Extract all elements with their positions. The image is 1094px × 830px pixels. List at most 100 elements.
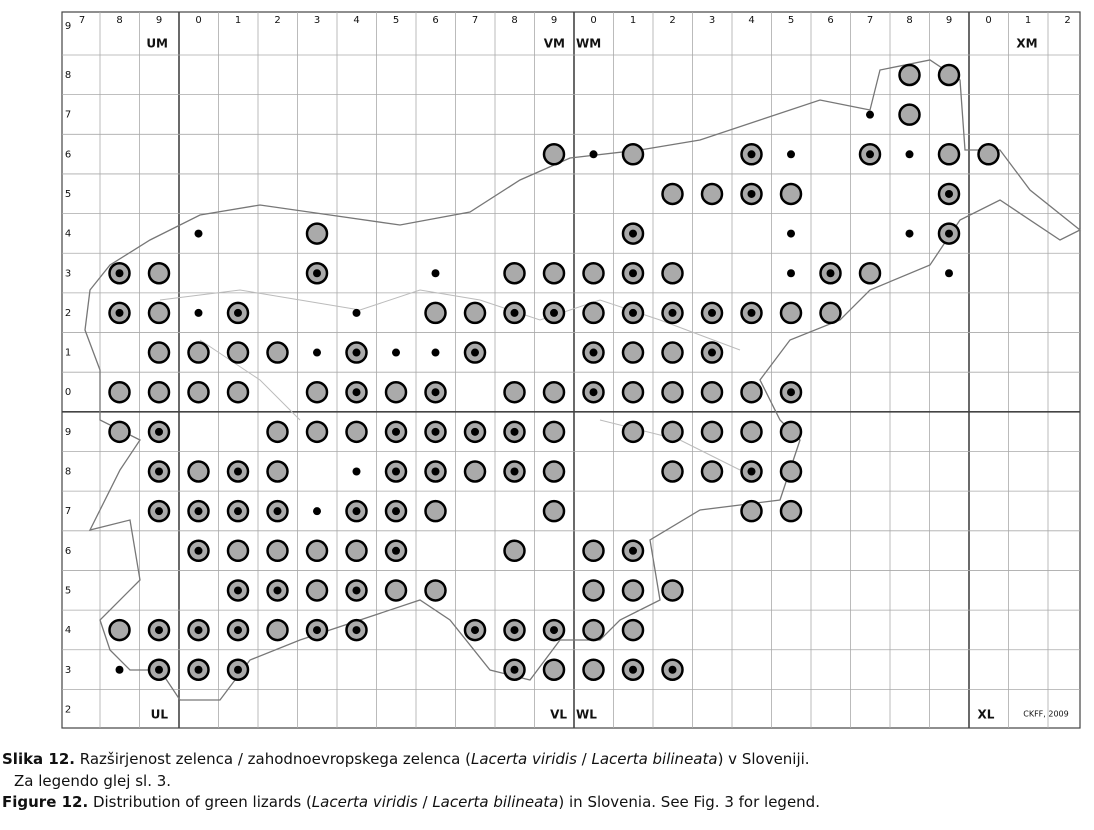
zone-label: WL [576, 708, 597, 722]
column-label: 8 [906, 15, 912, 26]
record-circle [305, 539, 329, 563]
record-dot [905, 229, 914, 238]
zone-label: XM [1016, 37, 1037, 51]
record-dot [313, 507, 321, 516]
record-circle [503, 380, 526, 404]
column-label: 0 [590, 15, 596, 26]
record-center-dot [155, 507, 163, 516]
grid [62, 12, 1080, 728]
record-dot [905, 150, 914, 159]
credit: CKFF, 2009 [1023, 710, 1068, 719]
record-center-dot [629, 269, 637, 278]
record-circle [463, 460, 487, 483]
column-label: 2 [1064, 15, 1070, 26]
record-center-dot [352, 507, 361, 516]
record-center-dot [194, 626, 203, 635]
row-label: 5 [65, 189, 71, 200]
record-circle [305, 420, 329, 444]
record-circle [542, 143, 566, 166]
record-center-dot [708, 308, 716, 317]
record-circle [266, 618, 289, 642]
record-dot [787, 150, 795, 159]
row-label: 7 [65, 506, 71, 517]
record-circle [542, 262, 566, 285]
record-center-dot [155, 427, 163, 436]
caption: Slika 12. Razširjenost zelenca / zahodno… [2, 750, 810, 768]
record-center-dot [747, 189, 756, 198]
row-label: 3 [65, 268, 71, 279]
zone-label: VL [550, 708, 567, 722]
column-label: 6 [827, 15, 833, 26]
record-center-dot [273, 507, 282, 516]
record-circle [700, 420, 724, 444]
row-label: 4 [65, 625, 71, 636]
row-label: 2 [65, 308, 71, 319]
record-center-dot [431, 427, 440, 436]
record-circle [503, 262, 526, 285]
record-center-dot [234, 507, 242, 516]
record-circle [937, 143, 961, 166]
column-label: 7 [867, 15, 873, 26]
record-dot [431, 269, 440, 278]
record-dot [352, 467, 361, 476]
record-circle [582, 539, 605, 563]
row-label: 6 [65, 546, 71, 557]
record-circle [384, 579, 408, 602]
record-center-dot [194, 665, 203, 674]
column-label: 7 [472, 15, 478, 26]
record-center-dot [392, 507, 400, 516]
column-label: 8 [511, 15, 517, 26]
record-circle [542, 380, 566, 404]
column-label: 1 [1025, 15, 1031, 26]
record-center-dot [431, 467, 440, 476]
record-center-dot [431, 388, 440, 397]
record-circle [582, 618, 605, 642]
caption-text: Lacerta viridis [470, 750, 577, 768]
record-dot [431, 348, 440, 357]
caption-text: Za legendo glej sl. 3. [14, 772, 172, 790]
record-dot [352, 308, 361, 317]
record-circle [621, 380, 645, 404]
record-circle [661, 579, 684, 602]
record-circle [384, 380, 408, 404]
record-dot [115, 665, 124, 674]
record-circle [345, 420, 368, 444]
record-circle [226, 380, 250, 404]
record-circle [542, 420, 566, 444]
record-center-dot [629, 546, 637, 555]
record-center-dot [945, 229, 953, 238]
record-center-dot [471, 427, 479, 436]
record-circle [740, 499, 763, 523]
record-circle [147, 341, 171, 364]
column-label: 7 [79, 15, 85, 26]
record-center-dot [313, 626, 321, 635]
record-dot [787, 269, 795, 278]
record-circle [661, 460, 684, 483]
column-label: 3 [314, 15, 320, 26]
record-center-dot [155, 665, 163, 674]
caption: Figure 12. Distribution of green lizards… [2, 793, 820, 811]
column-label: 3 [709, 15, 715, 26]
record-circle [542, 499, 566, 523]
record-center-dot [629, 229, 637, 238]
record-circle [661, 420, 684, 444]
record-center-dot [550, 308, 558, 317]
caption-text: ) in Slovenia. See Fig. 3 for legend. [558, 793, 820, 811]
record-dot [589, 150, 598, 159]
record-center-dot [352, 586, 361, 595]
record-center-dot [629, 665, 637, 674]
record-circle [779, 460, 803, 483]
record-circle [937, 63, 961, 87]
record-center-dot [826, 269, 835, 278]
record-center-dot [747, 150, 756, 159]
record-dot [945, 269, 953, 278]
caption: Za legendo glej sl. 3. [14, 772, 171, 790]
record-circle [582, 301, 605, 325]
record-circle [779, 301, 803, 325]
record-dot [194, 308, 203, 317]
record-dot [787, 229, 795, 238]
record-center-dot [234, 467, 242, 476]
record-circle [424, 579, 447, 602]
record-center-dot [471, 626, 479, 635]
